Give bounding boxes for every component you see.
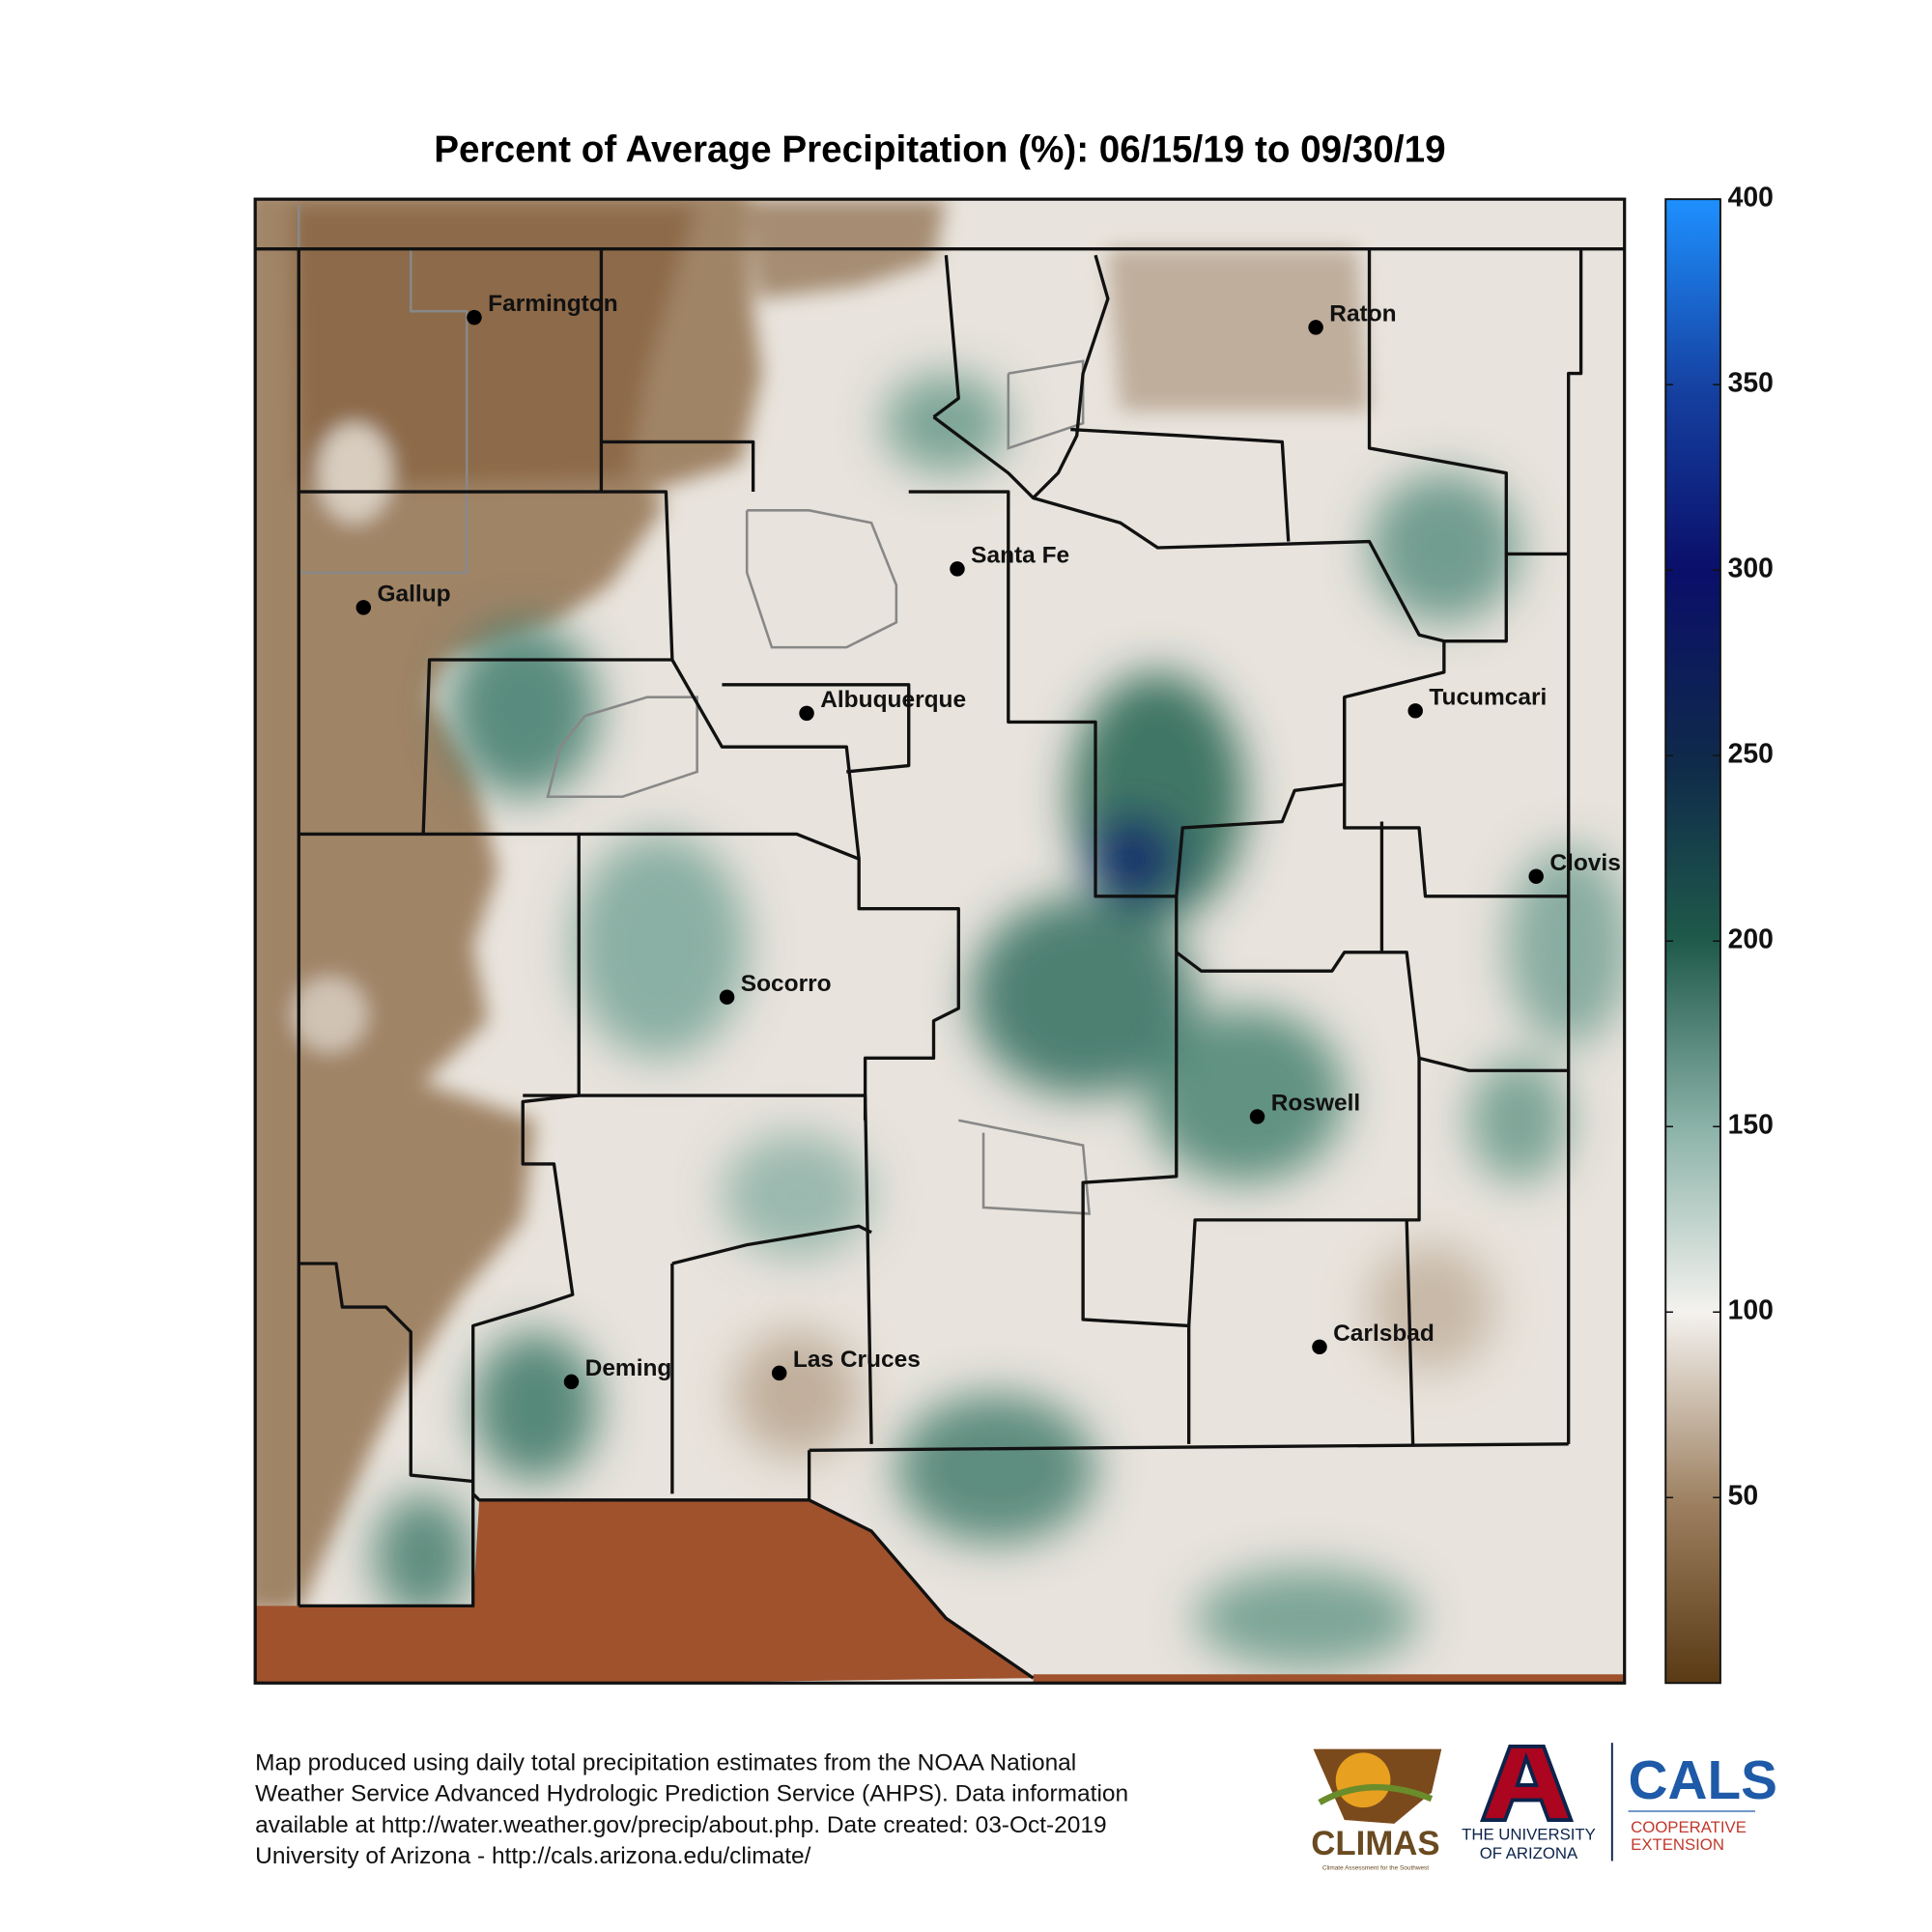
colorbar-tick-label: 350 xyxy=(1728,368,1774,399)
colorbar: 50 100 150 200 250 300 350 400 xyxy=(1664,183,1774,1685)
climas-logo: CLIMAS Climate Assessment for the Southw… xyxy=(1311,1748,1442,1872)
city-label: Albuquerque xyxy=(820,687,966,713)
mexico xyxy=(1033,1674,1625,1684)
city-label: Roswell xyxy=(1271,1090,1360,1116)
city-label: Socorro xyxy=(741,971,832,997)
colorbar-tick-label: 50 xyxy=(1728,1481,1759,1512)
city-marker xyxy=(1249,1109,1265,1124)
city-label: Farmington xyxy=(488,291,618,317)
cities: Farmington Raton Santa Fe Gallup Albuquerque… xyxy=(355,291,1621,1390)
city-label: Carlsbad xyxy=(1333,1321,1435,1347)
colorbar-tick-label: 300 xyxy=(1728,554,1774,584)
colorbar-tick-label: 150 xyxy=(1728,1110,1774,1141)
cals-subtitle: EXTENSION xyxy=(1631,1835,1724,1854)
ua-logo: THE UNIVERSITY OF ARIZONA xyxy=(1462,1745,1596,1862)
footer: Map produced using daily total precipita… xyxy=(255,1749,1128,1869)
title: Percent of Average Precipitation (%): 06… xyxy=(434,129,1445,171)
climas-subtitle: Climate Assessment for the Southwest xyxy=(1322,1865,1429,1872)
city-marker xyxy=(355,600,372,615)
city-label: Santa Fe xyxy=(971,542,1069,568)
city-marker xyxy=(1407,703,1423,719)
city-marker xyxy=(799,705,814,722)
footer-line: available at http://water.weather.gov/pr… xyxy=(255,1812,1106,1838)
logos: CLIMAS Climate Assessment for the Southw… xyxy=(1311,1743,1777,1872)
map-frame xyxy=(253,197,1627,1685)
city-marker xyxy=(771,1365,787,1381)
colorbar-tick-label: 400 xyxy=(1728,183,1774,213)
city-label: Tucumcari xyxy=(1429,684,1547,710)
city-marker xyxy=(1308,320,1323,335)
county-boundaries xyxy=(255,247,1625,1680)
footer-line: Map produced using daily total precipita… xyxy=(255,1749,1076,1776)
map: Farmington Raton Santa Fe Gallup Albuquerque… xyxy=(255,199,1625,1684)
cals-logo: CALS COOPERATIVE EXTENSION xyxy=(1628,1750,1777,1854)
city-marker xyxy=(950,561,965,577)
city-label: Clovis xyxy=(1549,850,1620,876)
city-label: Raton xyxy=(1329,300,1396,327)
city-marker xyxy=(467,309,482,326)
ua-text: OF ARIZONA xyxy=(1480,1844,1578,1862)
colorbar-tick-label: 250 xyxy=(1728,739,1774,770)
mexico xyxy=(255,1499,1034,1684)
colorbar-gradient xyxy=(1664,198,1721,1685)
footer-line: Weather Service Advanced Hydrologic Pred… xyxy=(255,1781,1128,1807)
city-marker xyxy=(719,989,735,1005)
climas-text: CLIMAS xyxy=(1311,1826,1439,1862)
city-marker xyxy=(1528,868,1544,884)
cals-subtitle: COOPERATIVE xyxy=(1631,1818,1747,1836)
ua-text: THE UNIVERSITY xyxy=(1462,1826,1596,1844)
wet-anomalies xyxy=(373,373,1625,1668)
city-marker xyxy=(1312,1339,1327,1355)
city-marker xyxy=(563,1374,580,1390)
cals-text: CALS xyxy=(1629,1750,1777,1811)
colorbar-tick-label: 200 xyxy=(1728,924,1774,955)
colorbar-tick-label: 100 xyxy=(1728,1295,1774,1326)
city-label: Deming xyxy=(585,1355,672,1381)
city-label: Las Cruces xyxy=(793,1347,921,1373)
city-label: Gallup xyxy=(377,581,450,607)
footer-line: University of Arizona - http://cals.ariz… xyxy=(255,1843,810,1869)
